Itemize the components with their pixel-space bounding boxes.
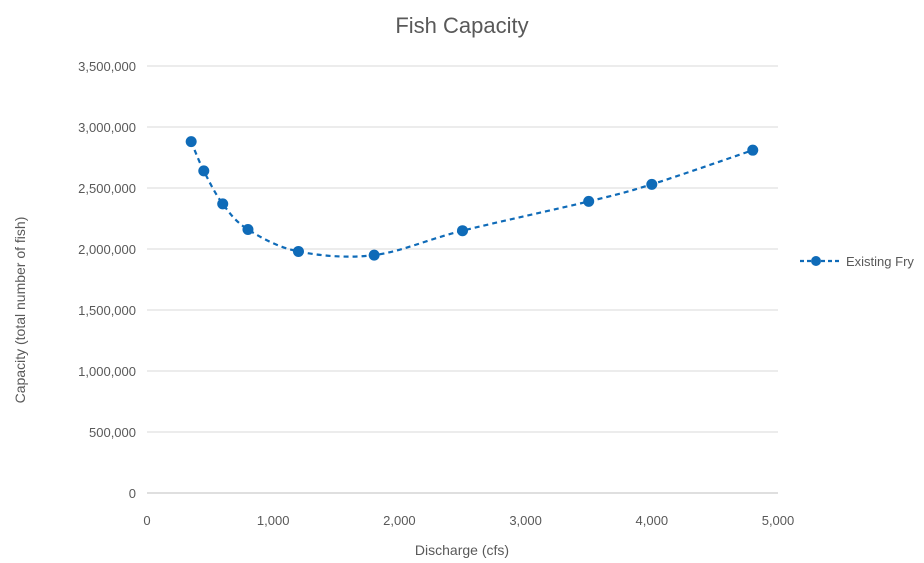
legend-label-existing-fry: Existing Fry	[846, 254, 914, 269]
y-tick-label: 1,000,000	[78, 364, 136, 379]
chart-title: Fish Capacity	[395, 13, 528, 38]
gridlines	[147, 65, 778, 433]
x-tick-label: 0	[143, 513, 150, 528]
x-tick-label: 5,000	[762, 513, 795, 528]
data-point	[185, 136, 197, 148]
x-axis-ticks: 0 1,000 2,000 3,000 4,000 5,000	[143, 513, 794, 528]
y-tick-label: 2,000,000	[78, 242, 136, 257]
data-point	[217, 198, 229, 210]
y-tick-label: 500,000	[89, 425, 136, 440]
data-point	[747, 144, 759, 156]
data-point	[292, 245, 304, 257]
series-points-existing-fry	[185, 136, 759, 261]
legend-marker-icon	[811, 256, 821, 266]
x-tick-label: 2,000	[383, 513, 416, 528]
data-point	[583, 195, 595, 207]
legend: Existing Fry	[800, 254, 914, 269]
y-axis-ticks: 0 500,000 1,000,000 1,500,000 2,000,000 2,500…	[78, 59, 136, 501]
x-tick-label: 1,000	[257, 513, 290, 528]
data-point	[368, 249, 380, 261]
x-tick-label: 4,000	[636, 513, 669, 528]
data-point	[198, 165, 210, 177]
y-axis-label: Capacity (total number of fish)	[12, 217, 28, 404]
y-tick-label: 3,000,000	[78, 120, 136, 135]
data-point	[457, 225, 468, 237]
y-tick-label: 0	[129, 486, 136, 501]
y-tick-label: 3,500,000	[78, 59, 136, 74]
data-point	[242, 223, 254, 235]
x-axis-label: Discharge (cfs)	[415, 542, 509, 558]
series-line-existing-fry	[190, 141, 754, 258]
data-point	[646, 178, 658, 190]
y-tick-label: 1,500,000	[78, 303, 136, 318]
x-tick-label: 3,000	[509, 513, 542, 528]
y-tick-label: 2,500,000	[78, 181, 136, 196]
